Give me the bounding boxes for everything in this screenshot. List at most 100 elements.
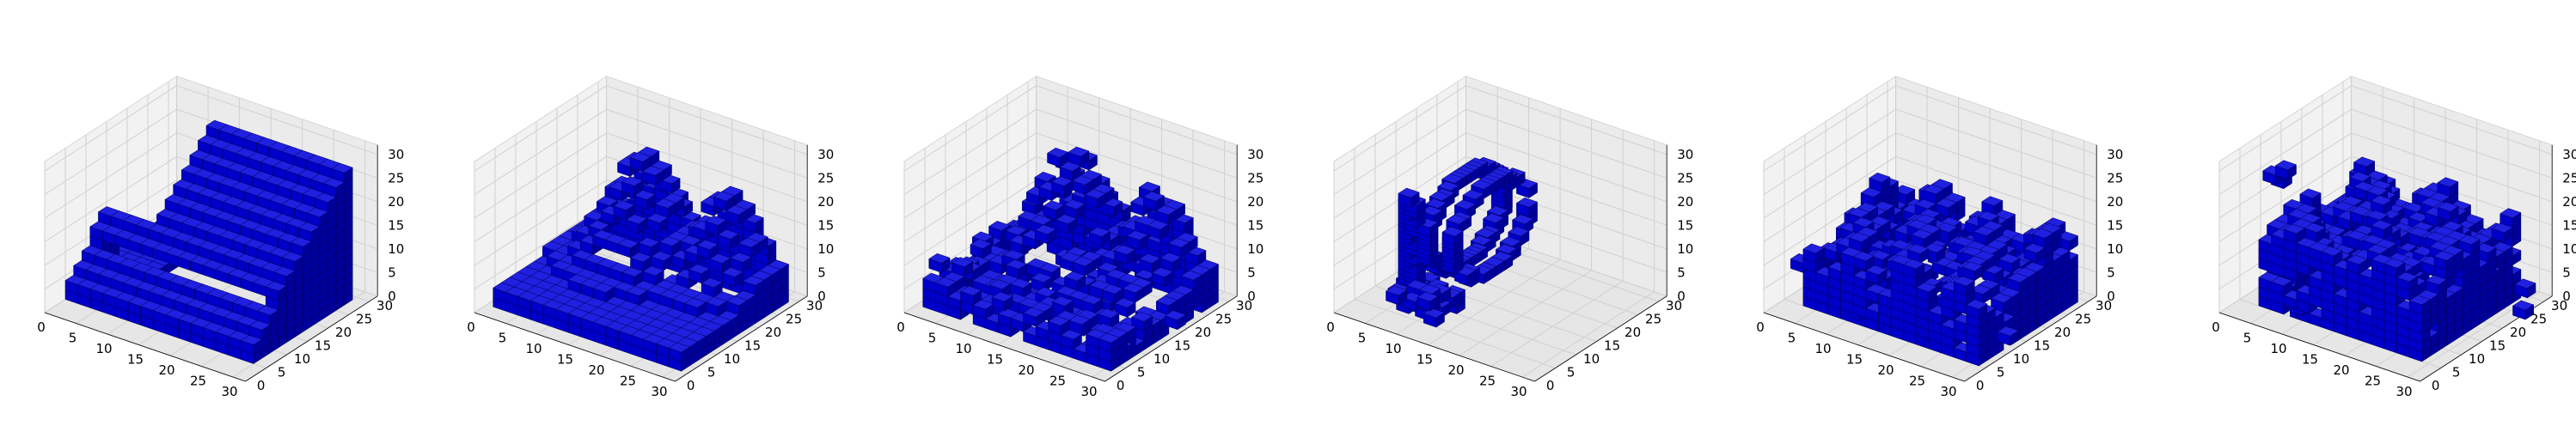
axis-lines <box>44 144 378 382</box>
gridline <box>474 108 607 195</box>
voxel <box>1147 219 1170 240</box>
gridline <box>1763 132 1896 219</box>
voxel <box>1022 307 1045 327</box>
gridline <box>606 132 808 203</box>
x-tick-label: 15 <box>987 352 1003 368</box>
gridline <box>2218 108 2352 195</box>
voxel <box>1160 252 1182 272</box>
voxels <box>2258 156 2536 362</box>
z-tick-label: 30 <box>817 147 834 162</box>
y-tick-label: 20 <box>2510 325 2526 340</box>
x-tick-label: 25 <box>620 374 636 389</box>
gridline <box>2218 85 2352 172</box>
voxel <box>1126 230 1148 251</box>
y-tick-label: 5 <box>2452 365 2461 380</box>
z-tick-label: 30 <box>388 147 404 162</box>
voxel <box>248 319 271 340</box>
z-tick-label: 20 <box>1247 194 1264 210</box>
voxel <box>2437 177 2459 198</box>
voxel <box>1048 315 1070 336</box>
z-tick-label: 15 <box>1247 217 1264 233</box>
voxel <box>2370 195 2393 216</box>
y-axis-line <box>1534 295 1667 382</box>
y-tick-label: 25 <box>1215 312 1232 327</box>
voxel <box>2512 300 2535 320</box>
voxel <box>1421 205 1443 226</box>
voxel <box>265 281 287 301</box>
z-tick-label: 15 <box>1677 217 1693 233</box>
voxels <box>1385 156 1539 328</box>
voxel <box>322 178 346 198</box>
gridline <box>1763 85 1896 172</box>
y-tick-label: 25 <box>2530 312 2547 327</box>
voxel <box>709 253 731 274</box>
z-tick-label: 25 <box>817 170 834 186</box>
voxel <box>1046 147 1069 167</box>
z-tick-label: 25 <box>1677 170 1693 186</box>
voxel-plot-panel: 0 5 10 15 20 25 30 0 5 10 15 20 25 30 0 5 10 15 20 25 30 <box>1719 0 2149 438</box>
axis-lines <box>903 144 1238 382</box>
gridline <box>474 132 607 219</box>
z-tick-label: 20 <box>1677 194 1693 210</box>
voxel <box>934 277 958 297</box>
gridline <box>1521 291 1655 378</box>
x-tick-label: 20 <box>1877 362 1894 378</box>
voxel-plot-panel: 0 5 10 15 20 25 30 0 5 10 15 20 25 30 0 5 10 15 20 25 30 <box>1289 0 1719 438</box>
gridline <box>474 155 607 242</box>
gridline <box>903 155 1037 242</box>
x-tick-label: 10 <box>955 341 971 356</box>
x-tick-label: 5 <box>499 331 507 346</box>
y-tick-label: 15 <box>2489 338 2506 354</box>
axis-lines <box>474 144 808 382</box>
voxels <box>64 119 353 364</box>
y-tick-label: 10 <box>1583 351 1600 367</box>
y-tick-label: 0 <box>2432 378 2440 393</box>
x-tick-label: 20 <box>1447 362 1464 378</box>
voxel <box>1151 267 1174 288</box>
x-tick-label: 0 <box>1326 319 1335 335</box>
gridline <box>1333 132 1466 219</box>
voxel <box>658 236 682 257</box>
x-tick-label: 15 <box>2302 352 2318 368</box>
voxel-plot-panel: 0 5 10 15 20 25 30 0 5 10 15 20 25 30 0 5 10 15 20 25 30 <box>430 0 860 438</box>
voxel <box>629 151 652 172</box>
voxel <box>2283 223 2305 244</box>
z-tick-label: 10 <box>2107 241 2123 257</box>
gridline <box>2218 155 2352 242</box>
z-tick-label: 5 <box>2562 265 2571 280</box>
voxel <box>1038 181 1061 202</box>
y-tick-label: 0 <box>1546 378 1555 393</box>
y-tick-label: 30 <box>1666 298 1682 313</box>
z-tick-label: 10 <box>388 241 404 257</box>
gridline <box>1428 259 1561 345</box>
x-tick-label: 25 <box>190 374 206 389</box>
voxel <box>2371 219 2393 240</box>
voxel <box>1100 197 1123 217</box>
z-tick-label: 20 <box>388 194 404 210</box>
gridline <box>1465 85 1667 155</box>
gridline <box>44 132 177 219</box>
voxel <box>2433 250 2456 271</box>
gridline <box>44 108 177 195</box>
voxel <box>1050 176 1074 197</box>
y-tick-label: 30 <box>2096 298 2112 313</box>
gridline <box>1895 132 2097 203</box>
x-tick-label: 10 <box>1385 341 1401 356</box>
x-tick-label: 20 <box>2333 362 2349 378</box>
x-tick-label: 0 <box>467 319 475 335</box>
voxel <box>1903 259 1925 279</box>
x-axis-line <box>903 312 1105 382</box>
x-axis-line <box>474 312 676 382</box>
y-tick-label: 10 <box>724 351 740 367</box>
y-tick-label: 25 <box>2075 312 2091 327</box>
z-tick-label: 10 <box>2562 241 2576 257</box>
y-tick-label: 25 <box>786 312 802 327</box>
voxel <box>1398 187 1420 208</box>
voxel <box>2395 271 2419 292</box>
y-tick-label: 15 <box>2034 338 2050 354</box>
